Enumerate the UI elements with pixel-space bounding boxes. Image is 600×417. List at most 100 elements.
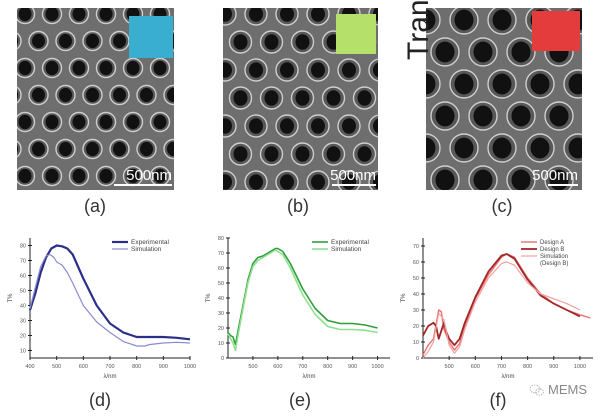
pore-hole	[72, 168, 86, 184]
pore-hole	[72, 8, 86, 22]
panel-label-a: (a)	[84, 196, 106, 216]
x-tick-label: 900	[549, 364, 558, 370]
x-tick-label: 600	[471, 364, 480, 370]
y-tick-label: 30	[218, 311, 224, 317]
pore-hole	[568, 137, 582, 159]
pore-hole	[342, 118, 356, 134]
pore-hole	[454, 73, 474, 95]
legend-label: Design A	[540, 240, 564, 246]
pore-hole	[280, 174, 294, 190]
x-tick-label: 600	[273, 364, 282, 370]
pore-hole	[511, 105, 531, 127]
pore-hole	[473, 169, 493, 190]
legend-label: Experimental	[131, 239, 169, 246]
pore-hole	[568, 73, 582, 95]
legend-label: (Design B)	[540, 261, 568, 267]
pore-hole	[45, 168, 59, 184]
pore-hole	[32, 33, 45, 49]
y-tick-label: 30	[413, 308, 419, 314]
pore-hole	[223, 8, 232, 22]
pore-hole	[99, 60, 113, 76]
pore-hole	[311, 174, 325, 190]
x-tick-label: 1000	[371, 364, 383, 370]
y-tick-label: 0	[221, 356, 224, 362]
x-tick-label: 800	[132, 364, 141, 370]
pore-hole	[86, 87, 99, 103]
pore-hole	[454, 137, 474, 159]
watermark-text: MEMS	[548, 382, 587, 397]
x-tick-label: 500	[52, 364, 61, 370]
chart-e: 0 10 20 30 40 50 60 70 80 500 600 700 800 900 1000 λ/nm…	[200, 230, 400, 380]
scale-bar-b: 500nm	[330, 167, 376, 186]
series-line-simulation	[227, 249, 378, 352]
panel-label-e: (e)	[289, 390, 311, 410]
x-tick-label: 500	[445, 364, 454, 370]
pore-hole	[530, 137, 550, 159]
y-tick-label: 0	[416, 356, 419, 362]
pore-hole	[311, 118, 325, 134]
pore-hole	[373, 62, 378, 78]
pore-hole	[426, 137, 436, 159]
pore-hole	[426, 9, 436, 31]
pore-hole	[140, 87, 153, 103]
pore-ring	[17, 86, 22, 104]
y-tick-label: 30	[20, 319, 26, 325]
y-tick-label: 40	[20, 304, 26, 310]
x-axis-label: λ/nm	[103, 374, 116, 380]
pore-hole	[492, 73, 512, 95]
pore-hole	[153, 168, 167, 184]
pore-hole	[223, 118, 232, 134]
x-tick-label: 500	[248, 364, 257, 370]
pore-hole	[435, 169, 455, 190]
y-tick-label: 10	[218, 341, 224, 347]
pore-hole	[233, 90, 248, 106]
y-tick-label: 80	[218, 236, 224, 242]
pore-hole	[113, 33, 126, 49]
pore-hole	[249, 62, 263, 78]
pore-hole	[99, 8, 113, 22]
pore-hole	[45, 114, 59, 130]
pore-hole	[473, 105, 493, 127]
x-axis-label: λ/nm	[302, 374, 315, 380]
pore-hole	[249, 118, 263, 134]
y-tick-label: 50	[413, 276, 419, 282]
pore-hole	[264, 146, 279, 162]
y-tick-label: 70	[20, 259, 26, 265]
pore-hole	[311, 8, 325, 22]
y-tick-label: 70	[218, 251, 224, 257]
y-tick-label: 70	[413, 244, 419, 250]
series-line-experimental	[28, 244, 191, 341]
pore-hole	[99, 168, 113, 184]
pore-hole	[18, 168, 32, 184]
y-axis-label: T%	[8, 293, 14, 303]
chart-e-svg: 0 10 20 30 40 50 60 70 80 500 600 700 800 900 1000 λ/nm…	[206, 236, 390, 380]
x-tick-label: 700	[497, 364, 506, 370]
series-line-experimental	[227, 247, 378, 346]
pore-hole	[126, 60, 140, 76]
legend-label: Experimental	[331, 239, 369, 246]
pore-hole	[295, 146, 310, 162]
pore-hole	[342, 62, 356, 78]
pore-hole	[357, 146, 372, 162]
sem-image-a: 500nm	[17, 8, 174, 190]
pore-hole	[233, 34, 248, 50]
pore-hole	[59, 87, 72, 103]
pore-ring	[17, 32, 22, 50]
pore-hole	[126, 114, 140, 130]
pore-hole	[492, 9, 512, 31]
pore-hole	[140, 141, 153, 157]
pore-hole	[530, 73, 550, 95]
x-tick-label: 400	[25, 364, 34, 370]
x-tick-label: 1000	[184, 364, 196, 370]
y-tick-label: 80	[20, 244, 26, 250]
scale-label-b: 500nm	[330, 167, 376, 184]
panel-label-b: (b)	[287, 196, 309, 216]
x-axis-label: λ/nm	[501, 374, 514, 380]
pore-hole	[59, 141, 72, 157]
panel-label-c: (c)	[491, 196, 513, 216]
legend-label: Design B	[540, 247, 564, 253]
pore-hole	[86, 33, 99, 49]
pore-hole	[426, 73, 436, 95]
chart-f-svg: 0 10 20 30 40 50 60 70 500 600 700 800 900 1000 λ/nm T%…	[401, 238, 593, 380]
x-tick-label: 800	[523, 364, 532, 370]
